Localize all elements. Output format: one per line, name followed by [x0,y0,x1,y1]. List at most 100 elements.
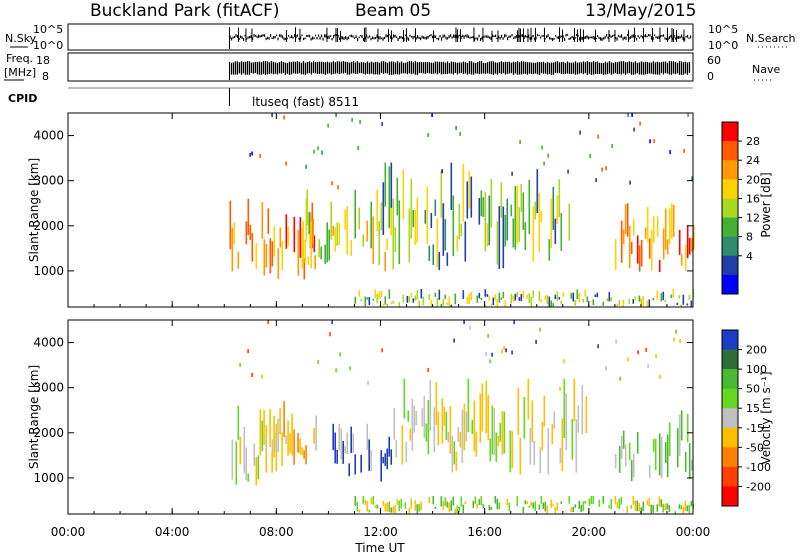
ytick-label: 4000 [33,129,64,143]
data-cell [563,378,566,439]
data-cell [251,373,253,377]
data-cell [548,239,551,261]
nsky-point [416,35,419,39]
data-cell [646,300,649,307]
nsky-point [577,34,579,37]
data-cell [384,296,387,305]
xtick-label: 20:00 [572,525,607,539]
data-cell [540,210,543,223]
data-cell [360,454,362,473]
nsky-point [278,34,281,37]
nsky-point [580,36,582,40]
data-cell [608,292,611,302]
data-cell [498,502,501,510]
data-cell [390,301,393,305]
data-cell [688,504,691,514]
data-cell [275,441,277,450]
data-cell [344,209,346,230]
data-cell [273,415,275,458]
data-cell [332,226,334,236]
nsky-point [631,34,633,38]
nsky-point [488,36,491,39]
nsky-point [494,34,497,38]
data-cell [683,149,685,153]
data-cell [642,501,645,512]
data-cell [538,504,541,510]
data-cell [646,206,649,243]
freq-frame [67,52,694,82]
nsky-point [232,36,234,39]
data-cell [455,451,458,471]
nsky-point [364,36,366,40]
data-cell [423,395,426,438]
data-cell [610,498,613,510]
data-cell [384,252,386,272]
nsky-point [238,37,240,40]
data-cell [516,496,519,507]
data-cell [344,446,346,454]
data-cell [299,217,302,258]
data-cell [263,239,266,276]
data-cell [484,192,487,252]
data-cell [532,502,535,509]
vel-cbar-tick-label: -200 [746,480,771,493]
data-cell [277,248,280,279]
data-cell [239,436,242,465]
data-cell [440,496,443,507]
data-cell [523,397,526,439]
nsky-point [601,37,603,42]
data-cell [673,337,675,342]
data-cell [508,502,511,512]
data-cell [680,505,683,510]
data-cell [462,290,465,299]
data-cell [342,441,344,464]
nsky-point [275,34,278,37]
nsky-point [311,36,314,40]
nsky-point [568,37,570,40]
data-cell [552,303,555,307]
data-cell [519,140,521,145]
data-cell [303,450,305,459]
freq-panel: Freq. [MHz] 18 8 60 0 Nave [4,52,780,83]
data-cell [490,303,493,306]
freq-label: Freq. [6,52,33,65]
data-cell [529,428,532,465]
vel-cbar-swatch [722,408,738,429]
data-cell [511,350,513,355]
nsky-point [379,36,381,40]
data-cell [686,225,689,259]
data-cell [372,216,374,264]
nsky-point [473,37,476,42]
data-cell [331,320,333,324]
data-cell [412,298,415,303]
nsky-point [391,37,393,40]
vel-cbar-swatch [722,427,738,448]
data-cell [552,186,555,230]
nsky-point [644,34,647,38]
data-cell [630,460,633,482]
nsky-point [331,37,333,41]
nsky-point [407,37,410,41]
data-cell [482,504,485,509]
data-cell [489,359,491,364]
data-cell [396,499,399,506]
nsky-point [490,36,492,40]
nsky-point [506,37,509,41]
data-cell [285,214,288,249]
data-cell [422,296,425,306]
vel-cbar-swatch [722,447,738,468]
data-cell [619,376,621,381]
data-cell [313,235,316,253]
data-cell [438,251,441,271]
velocity-data [231,320,695,514]
data-cell [541,145,543,150]
vel-cbar-swatch [722,369,738,390]
data-cell [576,289,579,300]
data-cell [475,431,478,457]
data-cell [688,443,691,480]
data-cell [636,432,639,454]
data-cell [279,227,282,248]
data-cell [680,304,683,307]
data-cell [380,450,382,482]
data-cell [581,384,584,435]
